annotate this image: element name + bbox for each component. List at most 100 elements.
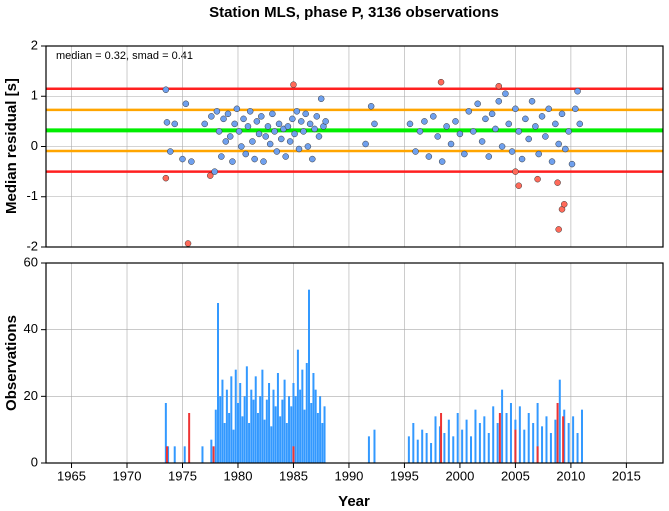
bar — [430, 443, 433, 463]
point — [302, 110, 309, 118]
point — [215, 128, 223, 135]
point — [235, 128, 243, 135]
bar — [294, 396, 297, 463]
point — [258, 113, 265, 120]
bar — [303, 409, 306, 463]
bar — [421, 429, 424, 463]
bar — [518, 406, 521, 463]
point — [182, 100, 190, 108]
point — [249, 138, 256, 145]
point — [322, 118, 329, 125]
bar — [532, 423, 535, 463]
bar — [558, 379, 561, 463]
point — [525, 135, 532, 143]
bar — [425, 433, 428, 463]
point — [535, 150, 542, 158]
point — [434, 133, 441, 140]
point — [260, 158, 267, 165]
bar — [239, 383, 242, 463]
bar — [416, 439, 419, 463]
bar — [270, 426, 273, 463]
point — [522, 115, 529, 123]
x-tick-label: 1965 — [57, 468, 86, 483]
bar — [173, 446, 176, 463]
point — [560, 201, 568, 208]
y-axis-label: Observations — [3, 315, 20, 411]
bar — [259, 396, 262, 463]
bar — [292, 383, 295, 463]
point — [492, 125, 499, 133]
x-tick-label: 1990 — [334, 468, 363, 483]
point — [438, 158, 446, 165]
bar — [217, 303, 220, 463]
y-axis-label: Median residual [s] — [3, 78, 20, 214]
bar — [412, 423, 415, 463]
bar — [223, 423, 226, 463]
bar — [549, 433, 552, 463]
bar — [167, 446, 170, 463]
bar — [443, 433, 446, 463]
bar — [221, 379, 224, 463]
point — [562, 145, 569, 153]
bar — [165, 446, 168, 463]
point — [485, 153, 493, 160]
bar — [487, 433, 490, 463]
point — [558, 110, 566, 118]
bar — [250, 389, 253, 463]
point — [244, 123, 252, 130]
point — [317, 95, 325, 103]
point — [262, 133, 269, 140]
point — [286, 138, 294, 145]
bar — [556, 403, 559, 463]
bar — [562, 416, 565, 463]
y-tick-label: 40 — [24, 321, 38, 336]
x-tick-label: 1970 — [113, 468, 142, 483]
bar — [316, 413, 319, 463]
bar — [212, 446, 215, 463]
point — [474, 100, 481, 108]
bar — [321, 423, 324, 463]
point — [233, 105, 241, 113]
point — [515, 182, 522, 189]
point — [406, 120, 414, 128]
point — [538, 113, 546, 120]
point — [242, 150, 249, 158]
bar — [563, 409, 566, 463]
point — [412, 148, 419, 155]
point — [162, 174, 170, 182]
point — [367, 103, 375, 110]
point — [452, 118, 459, 125]
bar — [254, 376, 257, 463]
point — [211, 168, 218, 175]
bar — [290, 406, 293, 463]
bar — [274, 406, 277, 463]
point — [443, 123, 450, 130]
bar — [536, 446, 539, 463]
point — [542, 133, 549, 140]
point — [554, 179, 561, 186]
bar — [243, 396, 246, 463]
bar — [276, 373, 279, 463]
plot-frame — [45, 262, 664, 464]
bar — [201, 446, 204, 463]
bar — [214, 409, 217, 463]
bar — [241, 416, 244, 463]
point — [555, 140, 562, 148]
bar — [323, 406, 326, 463]
point — [416, 128, 424, 135]
point — [224, 110, 232, 118]
point — [184, 240, 192, 247]
point — [456, 130, 464, 138]
point — [498, 143, 506, 150]
bar — [498, 413, 501, 463]
bar — [580, 409, 583, 463]
point — [505, 120, 512, 128]
point — [271, 128, 278, 135]
point — [291, 130, 298, 138]
bar — [474, 409, 477, 463]
point — [231, 120, 238, 128]
bar — [228, 413, 231, 463]
bar — [310, 403, 313, 463]
bar — [514, 429, 517, 463]
point — [213, 108, 221, 115]
